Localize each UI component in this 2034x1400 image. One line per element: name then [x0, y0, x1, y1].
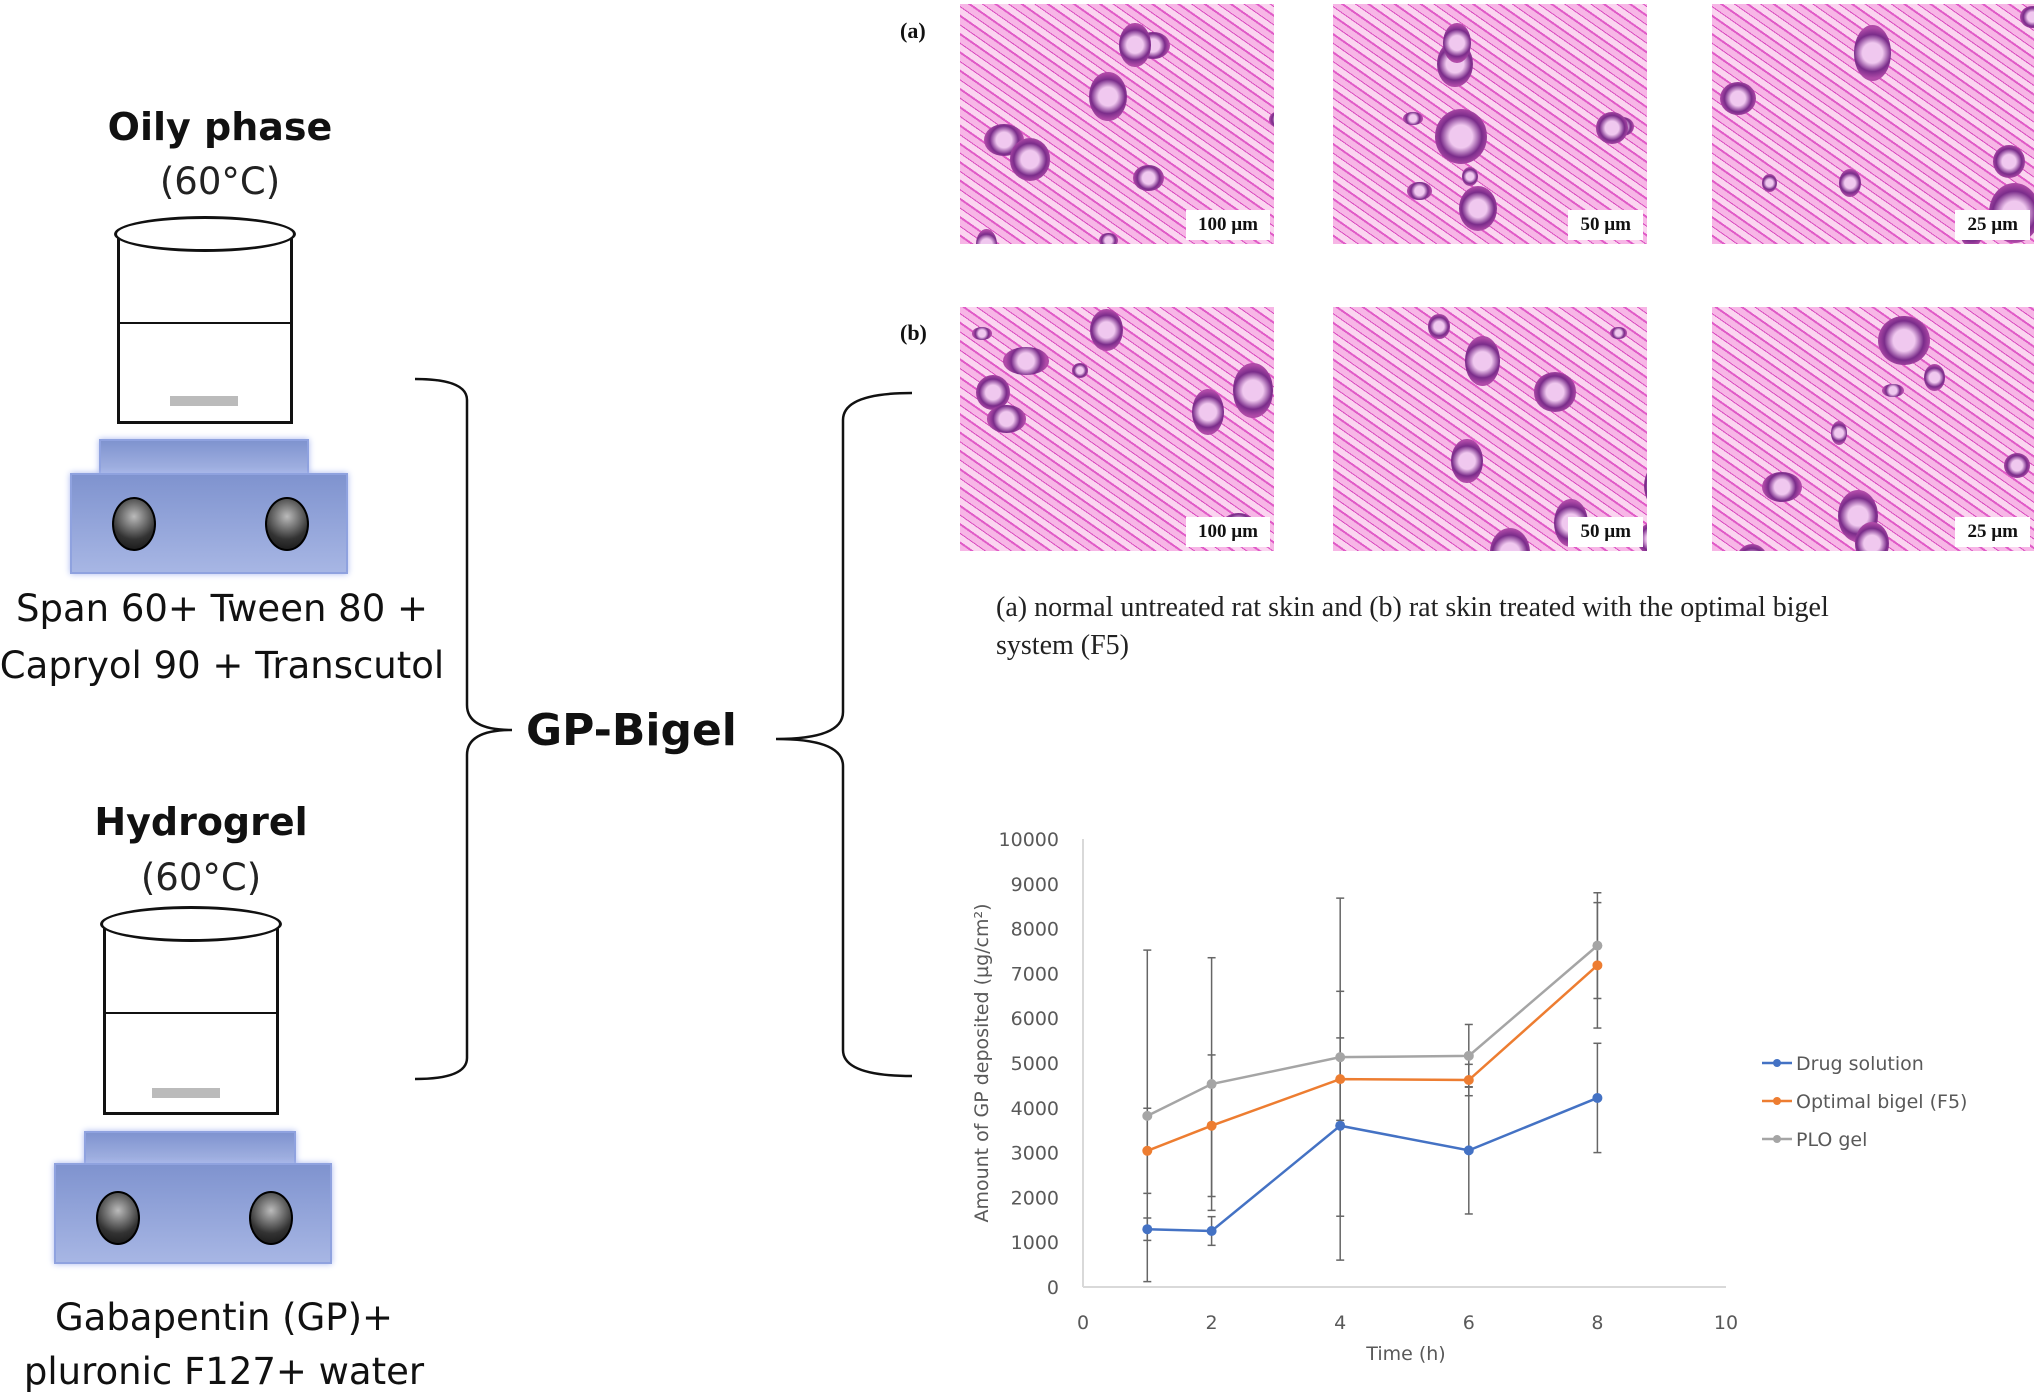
legend-label: Drug solution: [1796, 1053, 1924, 1075]
left-brace: [414, 377, 513, 1081]
data-point: [1463, 1075, 1474, 1086]
oily-phase-title: Oily phase: [107, 105, 333, 149]
scale-bar-label: 50 µm: [1568, 210, 1643, 240]
legend-marker: [1773, 1097, 1781, 1105]
legend-marker: [1773, 1135, 1781, 1143]
legend-label: Optimal bigel (F5): [1796, 1091, 1967, 1113]
product-label: GP-Bigel: [526, 705, 737, 756]
hydrogel-title: Hydrogrel: [94, 800, 308, 844]
x-tick-label: 0: [1077, 1312, 1089, 1334]
y-tick-label: 1000: [1011, 1232, 1059, 1254]
row-label-b: (b): [900, 320, 927, 345]
data-point: [1592, 960, 1603, 971]
y-tick-label: 10000: [999, 829, 1059, 851]
row-label-a: (a): [900, 18, 926, 43]
y-tick-label: 6000: [1011, 1008, 1059, 1030]
data-point: [1463, 1145, 1474, 1156]
histology-image: 50 µm: [1333, 4, 1647, 244]
data-point: [1335, 1052, 1346, 1063]
data-point: [1335, 1074, 1346, 1085]
y-tick-label: 2000: [1011, 1187, 1059, 1209]
data-point: [1463, 1050, 1474, 1061]
oily-ingredients-2: Capryol 90 + Transcutol: [0, 644, 445, 687]
legend-marker: [1773, 1059, 1781, 1067]
series-line-2: [1146, 944, 1599, 1117]
scale-bar-label: 25 µm: [1955, 210, 2030, 240]
data-point: [1206, 1226, 1217, 1236]
x-tick-label: 6: [1463, 1312, 1475, 1334]
x-tick-label: 8: [1591, 1312, 1603, 1334]
scale-bar-label: 100 µm: [1185, 210, 1270, 240]
beaker-icon: [100, 906, 282, 1115]
x-tick-label: 2: [1206, 1312, 1218, 1334]
y-tick-label: 0: [1047, 1277, 1059, 1299]
x-tick-label: 4: [1334, 1312, 1346, 1334]
y-tick-label: 3000: [1011, 1143, 1059, 1165]
histology-image: 50 µm: [1333, 307, 1647, 551]
y-tick-label: 7000: [1011, 963, 1059, 985]
x-axis-label: Time (h): [1365, 1343, 1445, 1365]
data-point: [1592, 940, 1603, 951]
scale-bar-label: 25 µm: [1955, 517, 2030, 547]
caption-line-1: (a) normal untreated rat skin and (b) ra…: [996, 592, 1829, 623]
hotplate-icon: [54, 1163, 332, 1264]
hydrogel-ingredients-1: Gabapentin (GP)+: [54, 1296, 394, 1339]
y-tick-label: 5000: [1011, 1053, 1059, 1075]
data-point: [1142, 1224, 1153, 1235]
data-point: [1206, 1120, 1217, 1131]
y-tick-label: 9000: [1011, 874, 1059, 896]
oily-phase-temp: (60°C): [159, 160, 281, 203]
oily-ingredients-1: Span 60+ Tween 80 +: [15, 587, 429, 630]
hotplate-top: [99, 439, 309, 477]
y-tick-label: 8000: [1011, 919, 1059, 941]
caption-line-2: system (F5): [996, 630, 1129, 661]
data-point: [1142, 1145, 1153, 1156]
data-point: [1592, 1092, 1603, 1103]
scale-bar-label: 50 µm: [1568, 517, 1643, 547]
hydrogel-temp: (60°C): [140, 856, 262, 899]
histology-image: 100 µm: [960, 307, 1274, 551]
hydrogel-ingredients-2: pluronic F127+ water: [23, 1350, 425, 1393]
histology-image: 100 µm: [960, 4, 1274, 244]
hotplate-icon: [70, 473, 348, 574]
histology-image: 25 µm: [1712, 4, 2034, 244]
data-point: [1142, 1110, 1153, 1121]
y-tick-label: 4000: [1011, 1098, 1059, 1120]
x-tick-label: 10: [1714, 1312, 1738, 1334]
right-brace: [775, 391, 913, 1078]
y-axis-label: Amount of GP deposited (µg/cm²): [971, 903, 993, 1222]
histology-caption: (a) normal untreated rat skin and (b) ra…: [996, 589, 1996, 665]
scale-bar-label: 100 µm: [1185, 517, 1270, 547]
histology-image: 25 µm: [1712, 307, 2034, 551]
legend-label: PLO gel: [1796, 1129, 1867, 1151]
data-point: [1206, 1079, 1217, 1090]
beaker-icon: [114, 216, 296, 424]
data-point: [1335, 1120, 1346, 1131]
